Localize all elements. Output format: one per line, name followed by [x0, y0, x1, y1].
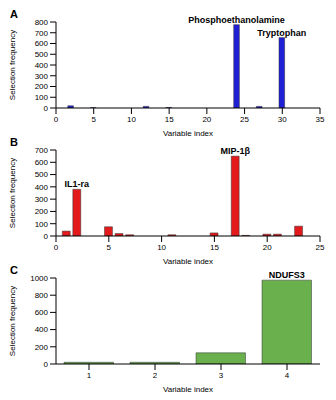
svg-text:800: 800	[35, 18, 49, 27]
svg-text:200: 200	[35, 207, 49, 216]
svg-text:Variable index: Variable index	[163, 385, 213, 392]
svg-text:300: 300	[35, 195, 49, 204]
svg-text:5: 5	[107, 243, 112, 252]
svg-text:400: 400	[35, 183, 49, 192]
svg-text:Variable index: Variable index	[163, 257, 213, 264]
svg-text:IL1-ra: IL1-ra	[65, 179, 91, 189]
svg-text:400: 400	[35, 325, 49, 334]
svg-text:20: 20	[263, 243, 272, 252]
svg-text:0: 0	[44, 360, 49, 369]
svg-text:300: 300	[35, 72, 49, 81]
svg-text:Selection frequency: Selection frequency	[8, 158, 17, 228]
svg-text:MIP-1β: MIP-1β	[220, 146, 250, 156]
svg-text:600: 600	[35, 39, 49, 48]
svg-text:Tryptophan: Tryptophan	[257, 28, 306, 38]
svg-text:1000: 1000	[30, 274, 48, 283]
svg-text:500: 500	[35, 170, 49, 179]
svg-text:5: 5	[91, 115, 96, 124]
svg-text:4: 4	[285, 371, 290, 380]
svg-text:30: 30	[278, 115, 287, 124]
svg-text:NDUFS3: NDUFS3	[269, 270, 305, 280]
html-text:B: B	[10, 136, 18, 148]
svg-text:0: 0	[44, 232, 49, 241]
svg-text:400: 400	[35, 61, 49, 70]
svg-text:35: 35	[316, 115, 325, 124]
svg-text:Phosphoethanolamine: Phosphoethanolamine	[188, 15, 285, 25]
svg-text:700: 700	[35, 146, 49, 155]
svg-text:10: 10	[127, 115, 136, 124]
svg-text:0: 0	[44, 104, 49, 113]
svg-text:100: 100	[35, 93, 49, 102]
svg-text:1: 1	[87, 371, 92, 380]
svg-text:0: 0	[54, 115, 59, 124]
svg-text:200: 200	[35, 82, 49, 91]
svg-text:800: 800	[35, 291, 49, 300]
svg-text:200: 200	[35, 343, 49, 352]
svg-text:3: 3	[219, 371, 224, 380]
svg-text:Selection frequency: Selection frequency	[8, 30, 17, 100]
svg-text:15: 15	[210, 243, 219, 252]
svg-text:25: 25	[316, 243, 325, 252]
svg-text:Variable index: Variable index	[163, 129, 213, 136]
svg-text:600: 600	[35, 308, 49, 317]
svg-text:2: 2	[153, 371, 158, 380]
svg-text:100: 100	[35, 220, 49, 229]
svg-text:500: 500	[35, 50, 49, 59]
svg-text:700: 700	[35, 29, 49, 38]
svg-text:10: 10	[157, 243, 166, 252]
svg-text:Selection frequency: Selection frequency	[8, 286, 17, 356]
svg-text:15: 15	[165, 115, 174, 124]
html-text:A: A	[10, 8, 18, 20]
html-text:C: C	[10, 264, 18, 276]
svg-text:600: 600	[35, 158, 49, 167]
svg-text:0: 0	[54, 243, 59, 252]
svg-text:25: 25	[240, 115, 249, 124]
svg-text:20: 20	[202, 115, 211, 124]
